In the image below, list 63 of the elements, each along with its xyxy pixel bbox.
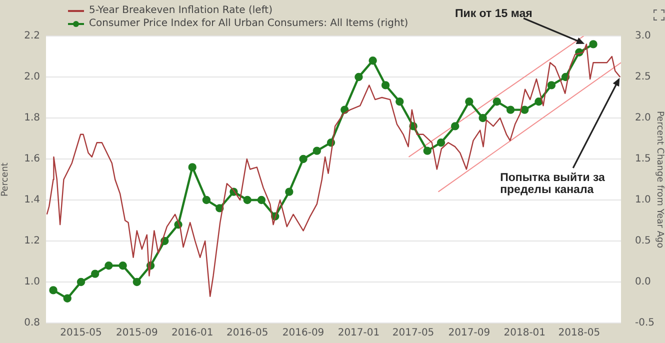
y-tick-label: 1.4 [24, 194, 40, 206]
y2-tick-label: 0.5 [635, 236, 651, 247]
point [118, 262, 127, 270]
x-tick-label: 2016-09 [282, 328, 324, 339]
y-tick-label: 1.8 [24, 112, 40, 124]
point [492, 98, 502, 106]
point [257, 196, 266, 204]
legend-label: 5-Year Breakeven Inflation Rate (left) [89, 4, 272, 17]
point [396, 98, 404, 106]
point [104, 262, 113, 270]
point [188, 163, 196, 172]
point [63, 294, 72, 302]
y2-tick-label: 1.0 [635, 194, 651, 206]
point [423, 146, 432, 155]
x-tick-label: 2017-05 [392, 328, 434, 339]
y-tick-label: 1.2 [24, 236, 40, 247]
y-tick-label: 1.6 [24, 154, 40, 165]
y-tick-label: 0.8 [24, 318, 40, 329]
point [76, 278, 86, 286]
point [520, 106, 529, 114]
point [506, 106, 515, 114]
legend-label: Consumer Price Index for All Urban Consumers: All Items (right) [89, 17, 408, 30]
y-tick-label: 1.0 [24, 276, 40, 288]
y2-tick-label: 3.0 [635, 30, 651, 42]
point [49, 286, 58, 294]
y2-tick-label: 1.5 [635, 154, 651, 165]
point [299, 154, 308, 164]
point [436, 138, 446, 147]
x-tick-label: 2016-01 [171, 328, 214, 339]
point [547, 81, 556, 90]
point [285, 188, 294, 196]
x-tick-label: 2016-05 [226, 328, 268, 339]
x-tick-label: 2017-09 [448, 328, 490, 339]
point [340, 106, 349, 114]
y2-tick-label: 2.0 [635, 112, 651, 124]
y-axis-title: Percent [0, 162, 11, 196]
y2-tick-label: -0.5 [635, 318, 655, 329]
y2-axis-title: Percent Change from Year Ago [654, 110, 664, 249]
y2-tick-label: 0.0 [635, 276, 651, 288]
annotation: Пик от 15 мая [455, 8, 532, 20]
x-tick-label: 2018-05 [558, 328, 600, 339]
point [381, 81, 390, 90]
point [90, 270, 100, 278]
point [589, 40, 598, 48]
point [354, 72, 363, 82]
point [216, 204, 224, 212]
point [450, 122, 460, 130]
point [478, 114, 487, 122]
x-tick-label: 2015-05 [60, 328, 102, 339]
annotation: Попытка выйти за пределы канала [500, 172, 606, 196]
point [312, 146, 322, 155]
x-tick-label: 2017-01 [338, 328, 380, 339]
point [465, 98, 474, 106]
y2-tick-label: 2.5 [635, 72, 651, 83]
point [132, 278, 142, 286]
point [534, 98, 543, 106]
point [202, 196, 211, 204]
y-tick-label: 2.2 [24, 30, 40, 42]
point [368, 56, 377, 65]
x-tick-label: 2015-09 [116, 328, 158, 339]
y-tick-label: 2.0 [24, 72, 40, 83]
point [243, 196, 252, 204]
x-tick-label: 2018-01 [504, 328, 546, 339]
